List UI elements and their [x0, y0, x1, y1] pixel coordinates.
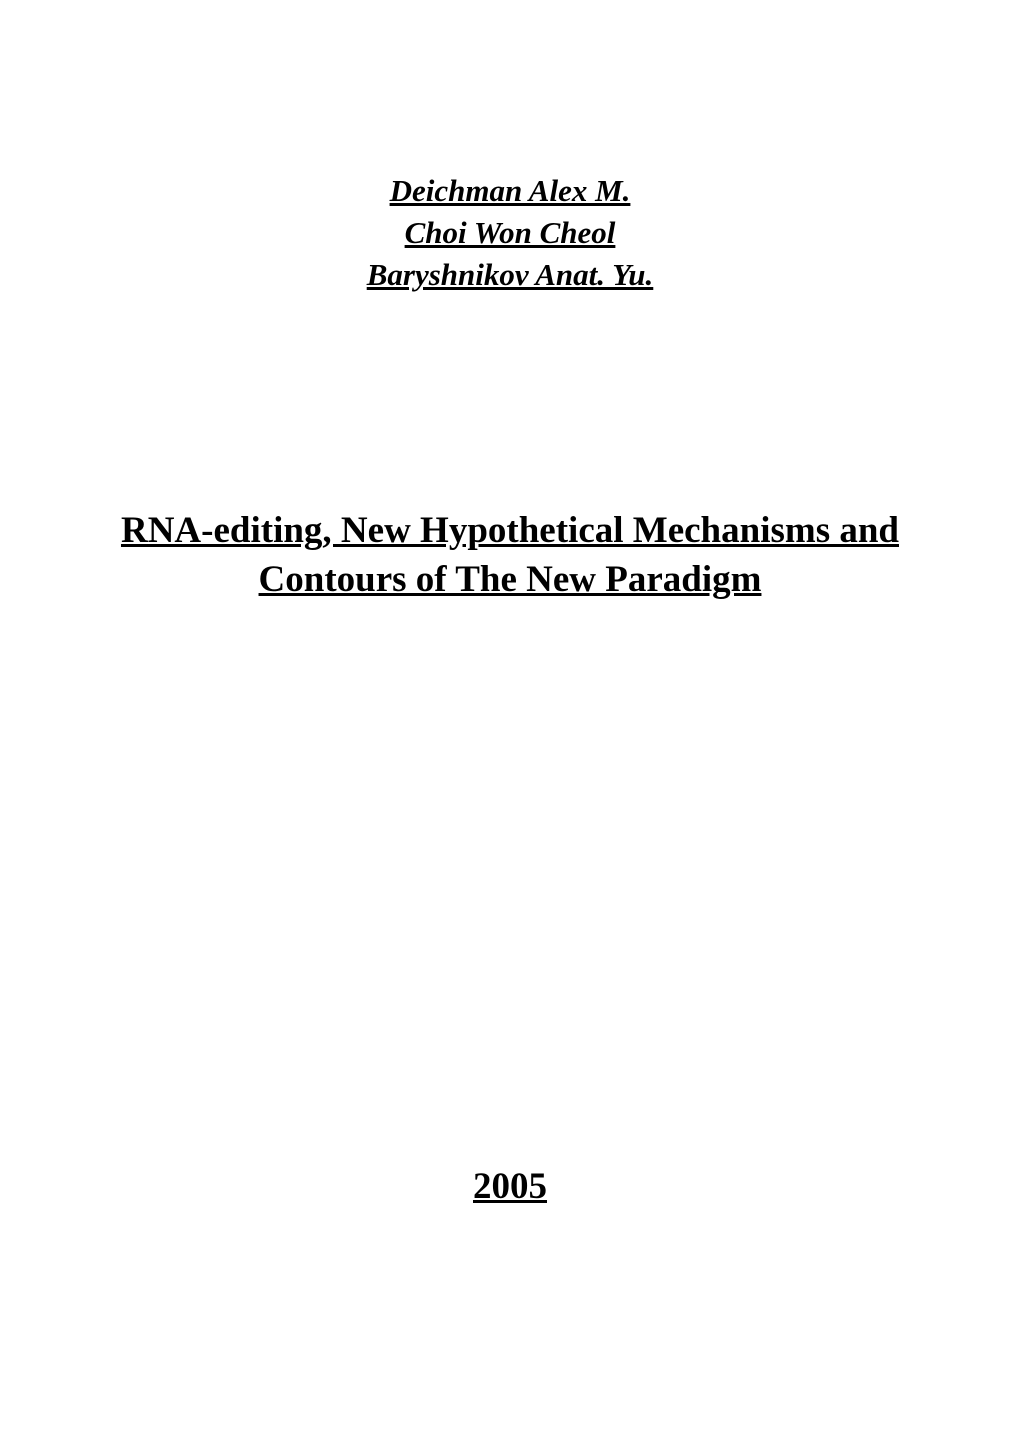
author-2: Choi Won Cheol [110, 212, 910, 254]
author-3: Baryshnikov Anat. Yu. [110, 254, 910, 296]
year-block: 2005 [110, 1165, 910, 1208]
title-line-2: Contours of The New Paradigm [110, 555, 910, 605]
document-page: Deichman Alex M. Choi Won Cheol Baryshni… [0, 0, 1020, 1443]
publication-year: 2005 [473, 1166, 547, 1207]
authors-block: Deichman Alex M. Choi Won Cheol Baryshni… [110, 170, 910, 296]
author-1: Deichman Alex M. [110, 170, 910, 212]
title-line-1: RNA-editing, New Hypothetical Mechanisms… [110, 506, 910, 556]
title-block: RNA-editing, New Hypothetical Mechanisms… [110, 506, 910, 606]
